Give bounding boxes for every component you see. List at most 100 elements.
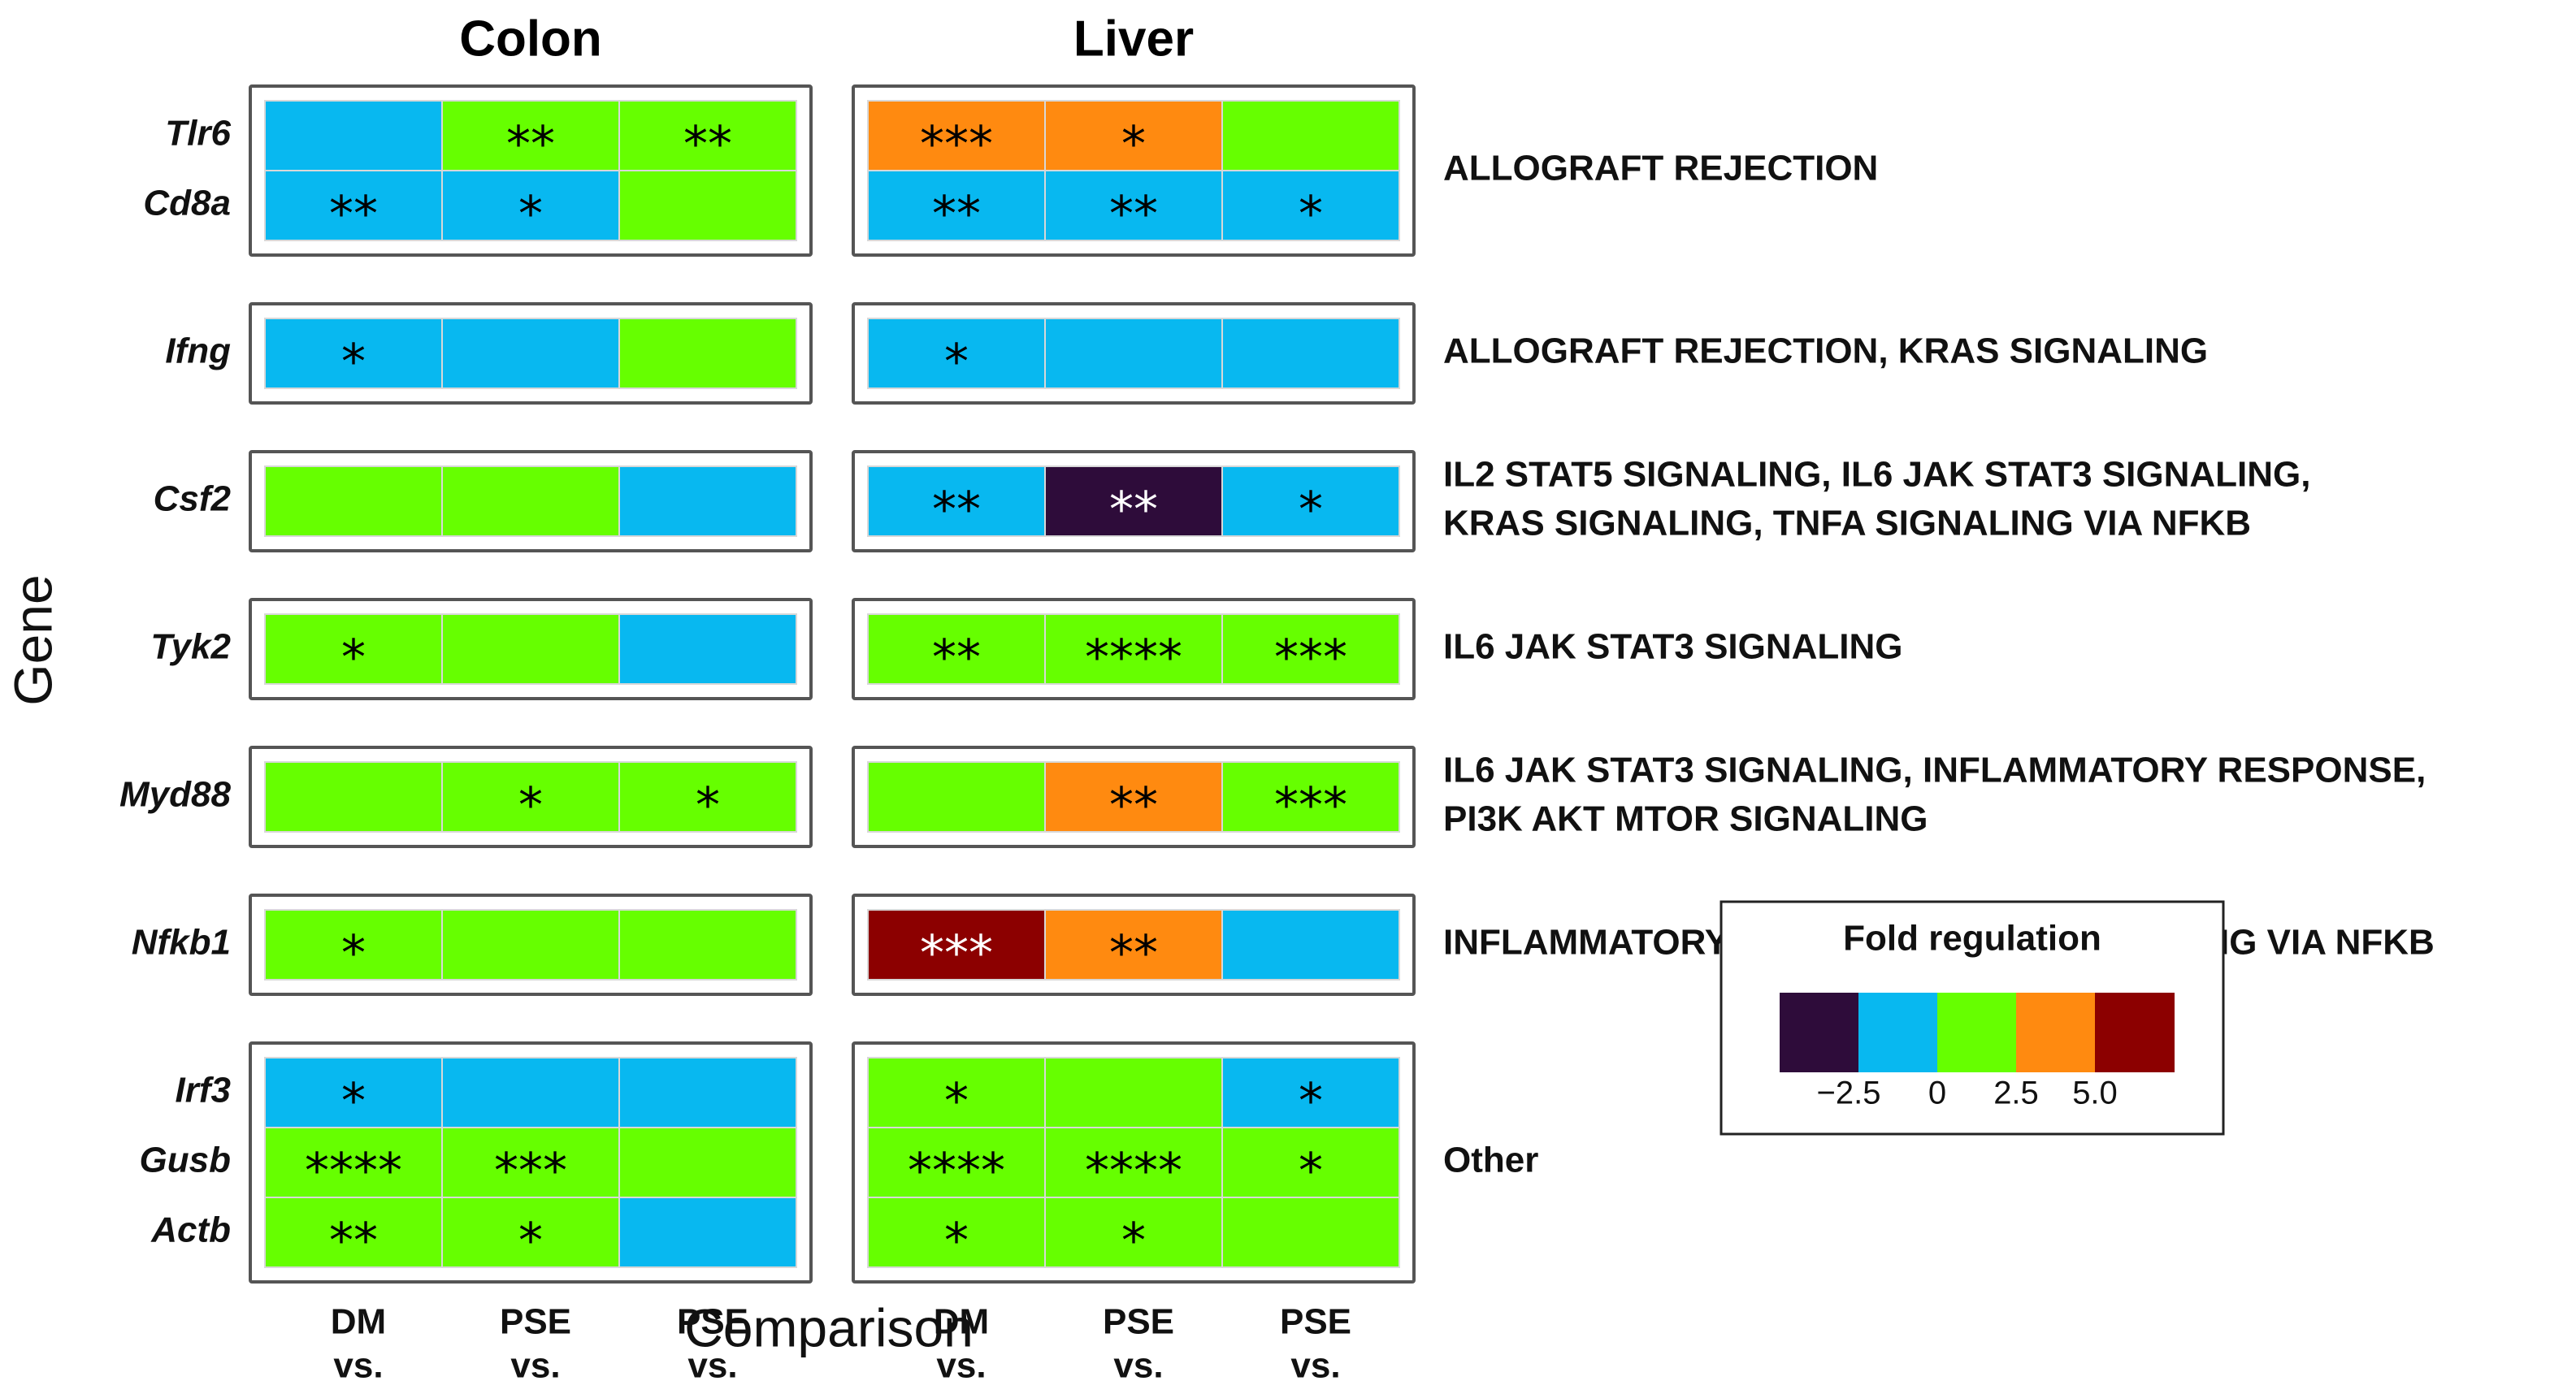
heatmap-cell-liver [867,465,1046,537]
gene-label: Cd8a [143,184,231,223]
heatmap-cell-colon [618,761,797,833]
group-frame-colon [249,84,813,257]
significance-stars: * [341,1073,366,1130]
significance-stars: ** [1109,186,1158,243]
significance-stars: * [1299,186,1323,243]
heatmap-cell-colon [441,318,620,389]
gene-label: Gusb [140,1141,231,1180]
legend-swatch [1937,993,2017,1072]
x-tick-label: vs. [687,1346,737,1381]
heatmap-cell-colon [618,1057,797,1128]
pathway-label: ALLOGRAFT REJECTION, KRAS SIGNALING [1443,331,2208,371]
significance-stars: *** [1274,630,1347,686]
heatmap-cell-liver [867,1127,1046,1198]
heatmap-cell-colon [441,613,620,685]
heatmap-cell-liver [1221,1197,1400,1268]
gene-label: Actb [150,1210,231,1250]
chart-text: Colon Liver Tlr6 Cd8a ALLOGRAFT REJECTION Ifn… [2,11,2434,1381]
significance-stars: * [341,925,366,982]
significance-stars: * [518,186,543,243]
x-tick-label: DM [934,1302,989,1342]
panel-title-liver: Liver [1073,11,1194,67]
heatmap-cell-liver [867,761,1046,833]
heatmap-cell-colon [618,1197,797,1268]
heatmap-cell-liver [1044,465,1223,537]
panel-frames [249,84,1416,1284]
pathway-label: PI3K AKT MTOR SIGNALING [1443,799,1928,839]
significance-stars: ** [683,116,732,173]
pathway-label: IL6 JAK STAT3 SIGNALING, INFLAMMATORY RE… [1443,751,2426,790]
x-tick-label: vs. [510,1346,560,1381]
legend-swatch [2095,993,2175,1072]
significance-stars: **** [908,1143,1005,1200]
heatmap-cell-liver [1221,613,1400,685]
y-axis-title: Gene [2,574,63,705]
group-frame-colon [249,598,813,700]
heatmap-cell-liver [1044,909,1223,981]
heatmap-cell-colon [441,761,620,833]
heatmap-cell-colon [264,613,443,685]
significance-stars: * [341,334,366,391]
heatmap-cell-liver [867,1197,1046,1268]
heatmap-cell-colon [618,909,797,981]
pathway-label: Other [1443,1141,1538,1180]
heatmap-cell-liver [867,170,1046,241]
gene-label: Ifng [165,331,231,371]
pathway-label: IL6 JAK STAT3 SIGNALING [1443,627,1903,667]
significance-stars: *** [494,1143,567,1200]
x-tick-label: PSE [1280,1302,1351,1342]
heatmap-cell-colon [618,100,797,171]
group-frame-liver [852,746,1416,848]
heatmap-cell-liver [1221,100,1400,171]
significance-stars: * [696,777,720,834]
legend-tick-label: 2.5 [1993,1076,2039,1111]
significance-stars: ** [329,186,378,243]
heatmap-cell-liver [1221,1057,1400,1128]
group-frame-colon [249,302,813,405]
heatmap-cell-liver [867,318,1046,389]
heatmap-cell-colon [264,761,443,833]
heatmap-cell-liver [1044,100,1223,171]
gene-label: Nfkb1 [132,923,231,963]
heatmap-cell-liver [867,100,1046,171]
group-frame-liver [852,598,1416,700]
significance-stars: ** [1109,925,1158,982]
x-tick-label: vs. [936,1346,986,1381]
group-frame-liver [852,84,1416,257]
group-frame-colon [249,1041,813,1284]
legend-swatch [1780,993,1859,1072]
heatmap-cell-colon [264,100,443,171]
heatmap-cell-colon [618,1127,797,1198]
heatmap-cell-colon [441,170,620,241]
x-tick-label: PSE [1103,1302,1174,1342]
heatmap-cell-colon [441,909,620,981]
significance-stars: * [944,334,969,391]
x-tick-label: vs. [1113,1346,1163,1381]
heatmap-cell-liver [1221,761,1400,833]
heatmap-cell-colon [264,909,443,981]
gene-label: Myd88 [119,775,231,815]
x-tick-label: vs. [333,1346,383,1381]
gene-label: Tyk2 [150,627,231,667]
heatmap-cell-colon [618,170,797,241]
significance-stars: **** [305,1143,402,1200]
significance-stars: *** [920,116,993,173]
significance-stars: **** [1085,630,1182,686]
heatmap-cells: ** ** *** *** * ** ** ** *** ** ** ** **** **** * ** ***… [264,100,1400,1270]
heatmap-cell-colon [618,613,797,685]
significance-stars: * [341,630,366,686]
heatmap-cell-liver [867,909,1046,981]
significance-stars: * [1121,116,1146,173]
heatmap-cell-colon [618,465,797,537]
heatmap-cell-liver [867,613,1046,685]
group-frame-colon [249,450,813,552]
heatmap-cell-colon [441,1197,620,1268]
significance-stars: ** [1109,482,1158,539]
fold-regulation-legend: Fold regulation −2.5 0 2.5 5.0 [1720,900,2225,1136]
heatmap-cell-colon [441,1057,620,1128]
significance-stars: **** [1085,1143,1182,1200]
group-frame-colon [249,894,813,996]
significance-stars: * [1299,1143,1323,1200]
x-tick-label: PSE [500,1302,571,1342]
heatmap-cell-liver [1044,1197,1223,1268]
